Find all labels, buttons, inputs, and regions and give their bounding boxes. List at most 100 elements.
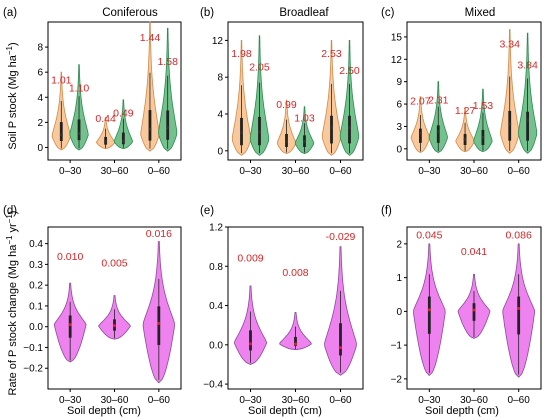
mean-value-label: 0.49: [113, 108, 134, 120]
mean-value-label: 0.44: [95, 113, 116, 125]
y-tick-label: 0.0: [209, 340, 223, 351]
inner-box: [472, 303, 476, 321]
y-tick-label: 15: [391, 32, 403, 43]
mean-point: [463, 137, 467, 141]
inner-box: [526, 111, 529, 141]
mean-value-label: 0.010: [57, 251, 83, 263]
inner-box: [427, 296, 431, 334]
x-tick-label: 0–60: [148, 395, 171, 406]
y-tick-label: 1.2: [209, 223, 223, 234]
y-tick-label: −2: [391, 374, 403, 385]
inner-box: [339, 323, 342, 356]
mean-point: [68, 323, 72, 327]
y-tick-label: 0.8: [209, 262, 223, 273]
mean-point: [249, 342, 252, 346]
y-tick-label: 0.3: [29, 260, 43, 271]
inner-box: [157, 306, 161, 345]
mean-value-label: 0.99: [276, 99, 297, 111]
y-tick-label: 0.4: [209, 301, 223, 312]
mean-value-label: 1.27: [455, 105, 476, 117]
mean-point: [303, 139, 306, 143]
x-tick-label: 30–60: [460, 395, 488, 406]
panel-letter: (e): [200, 205, 214, 217]
mean-value-label: 3.84: [517, 60, 538, 72]
mean-value-label: 0.008: [282, 267, 308, 279]
x-tick-label: 30–60: [282, 166, 310, 177]
y-tick-label: 0: [396, 144, 402, 155]
mean-point: [427, 308, 431, 312]
mean-value-label: 1.01: [51, 74, 72, 86]
mean-point: [166, 126, 170, 130]
y-tick-label: −1: [391, 341, 403, 352]
y-tick-label: 0: [37, 143, 43, 154]
xlabel-f: Soil depth (cm): [425, 405, 499, 417]
x-tick-label: 30–60: [460, 166, 488, 177]
mean-value-label: 1.98: [231, 48, 252, 60]
inner-box: [294, 336, 297, 346]
mean-value-label: -0.029: [326, 231, 356, 243]
y-tick-label: 8: [217, 73, 223, 84]
y-tick-label: 0: [396, 307, 402, 318]
y-tick-label: 12: [391, 55, 403, 66]
inner-box: [249, 330, 252, 351]
panel-d: (d) −0.2 −0.1 0.0 0.1 0.2 0.3 0.4 0–30 30–60 0–60 0…: [3, 205, 182, 406]
mean-value-label: 2.05: [249, 62, 270, 74]
panel-title: Coniferous: [102, 7, 158, 19]
panel-e: (e) −0.4 0.0 0.4 0.8 1.2 0–30 30–60 0–60 0.009 0.0…: [200, 205, 364, 406]
x-tick-label: 0–60: [508, 395, 531, 406]
inner-box: [166, 110, 170, 140]
x-tick-label: 0–60: [508, 166, 531, 177]
panel-title: Mixed: [465, 7, 496, 19]
mean-point: [330, 126, 333, 130]
y-tick-label: 0.2: [29, 281, 43, 292]
panel-letter: (a): [3, 7, 17, 19]
mean-point: [294, 342, 297, 346]
mean-point: [148, 127, 152, 131]
y-tick-label: 3: [396, 122, 402, 133]
mean-point: [517, 306, 521, 310]
y-tick-label: 0.1: [29, 301, 43, 312]
mean-value-label: 1.10: [69, 82, 90, 94]
inner-box: [419, 128, 422, 143]
y-tick-label: 1: [396, 273, 402, 284]
mean-point: [481, 135, 485, 139]
top-ylabel: Soil P stock (Mg ha−1): [5, 42, 19, 149]
x-tick-label: 0–30: [239, 395, 262, 406]
panel-c: (c) Mixed 0 3 6 9 12 15 0–30 30–60 0–60 2.07 1.27 3.3…: [381, 7, 542, 177]
bottom-ylabel: Rate of P stock change (Mg ha−1 yr−1): [5, 211, 19, 396]
mean-value-label: 0.045: [416, 229, 442, 241]
mean-value-label: 1.44: [140, 32, 161, 44]
y-tick-label: 2: [37, 118, 43, 129]
mean-point: [77, 132, 81, 136]
y-tick-label: −0.1: [23, 343, 43, 354]
panel-letter: (d): [3, 205, 17, 217]
inner-box: [348, 115, 351, 144]
mean-point: [348, 126, 351, 130]
inner-box: [68, 315, 72, 338]
y-tick-label: 6: [37, 68, 43, 79]
mean-value-label: 2.53: [321, 48, 342, 60]
x-tick-label: 0–30: [418, 395, 441, 406]
inner-box: [436, 125, 440, 143]
mean-point: [526, 118, 530, 122]
mean-value-label: 1.53: [473, 100, 494, 112]
x-tick-label: 0–30: [59, 166, 82, 177]
mean-point: [472, 308, 476, 312]
inner-box: [508, 110, 512, 141]
panel-letter: (f): [381, 205, 392, 217]
inner-box: [121, 132, 125, 145]
mean-value-label: 1.58: [157, 56, 178, 68]
y-tick-label: 6: [396, 100, 402, 111]
mean-value-label: 0.016: [146, 228, 172, 240]
y-tick-label: 0: [217, 146, 223, 157]
panel-a: (a) Coniferous 0 2 4 6 8 0–30 30–60 0–60 1.01 0.44 1…: [3, 7, 182, 177]
mean-value-label: 0.005: [101, 258, 127, 270]
mean-value-label: 2.07: [410, 95, 431, 107]
inner-box: [59, 122, 63, 141]
panel-title: Broadleaf: [279, 7, 329, 19]
mean-value-label: 0.009: [237, 252, 263, 264]
mean-point: [436, 130, 440, 134]
mean-point: [508, 122, 512, 126]
y-tick-label: 4: [217, 110, 223, 121]
